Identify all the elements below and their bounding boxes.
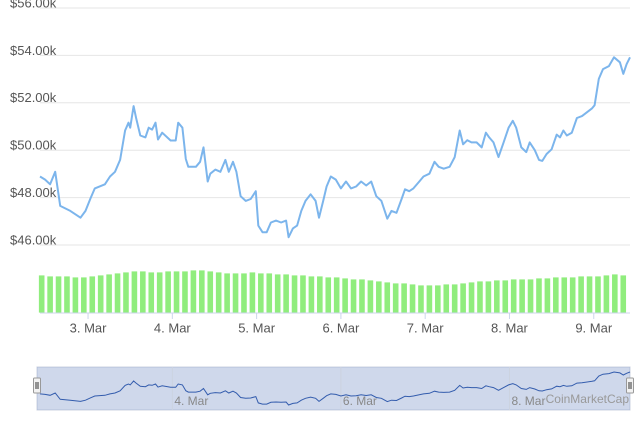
volume-bar	[476, 280, 484, 314]
y-tick-label: $46.00k	[10, 232, 57, 247]
volume-bar	[38, 274, 46, 314]
volume-bar	[543, 277, 552, 314]
volume-bar	[324, 276, 332, 314]
x-tick-label: 3. Mar	[70, 320, 108, 335]
price-line	[39, 56, 631, 239]
volume-bar	[156, 271, 164, 314]
volume-bar	[282, 273, 290, 314]
volume-bar	[602, 274, 611, 314]
volume-bar	[434, 284, 442, 314]
volume-bar	[231, 272, 240, 314]
volume-bar	[139, 270, 147, 314]
volume-bar	[408, 283, 417, 314]
volume-bar	[130, 270, 138, 314]
volume-bar	[299, 274, 307, 314]
volume-bar	[569, 276, 577, 314]
volume-bar	[181, 270, 189, 314]
volume-bar	[113, 272, 122, 314]
volume-bar	[147, 271, 155, 314]
y-tick-label: $50.00k	[10, 138, 57, 153]
volume-bar	[493, 279, 501, 314]
volume-bar	[105, 273, 113, 314]
volume-bar	[535, 277, 543, 314]
x-tick-label: 8. Mar	[491, 320, 529, 335]
volume-bar	[560, 276, 568, 314]
x-tick-label: 5. Mar	[238, 320, 276, 335]
volume-bar	[265, 272, 273, 314]
x-tick-label: 6. Mar	[322, 320, 360, 335]
x-tick-label: 7. Mar	[407, 320, 445, 335]
navigator-handle[interactable]	[33, 377, 41, 394]
navigator-tick-label: 6. Mar	[343, 394, 377, 408]
volume-bar	[358, 278, 366, 314]
volume-bar	[611, 273, 619, 314]
volume-bar	[510, 278, 518, 314]
volume-bar	[518, 278, 526, 314]
volume-bar	[80, 276, 88, 314]
volume-bar	[172, 270, 181, 314]
credit: CoinMarketCap	[546, 392, 630, 406]
volume-bar	[375, 280, 383, 314]
x-tick-label: 9. Mar	[575, 320, 613, 335]
volume-bar	[585, 275, 594, 314]
volume-bar	[383, 281, 391, 314]
volume-bar	[63, 275, 71, 314]
navigator-tick-label: 4. Mar	[174, 394, 208, 408]
navigator-tick-label: 8. Mar	[511, 394, 545, 408]
volume-bar	[164, 270, 172, 314]
volume-bar	[198, 269, 206, 314]
volume-bar	[459, 282, 467, 314]
volume-bar	[594, 275, 602, 314]
volume-bar	[71, 276, 79, 314]
volume-bar	[552, 276, 560, 314]
volume-bar	[54, 275, 63, 314]
volume-bar	[526, 278, 535, 314]
volume-bar	[223, 272, 231, 314]
volume-bar	[189, 269, 197, 314]
volume-bar	[366, 279, 375, 314]
volume-bar	[46, 275, 54, 314]
volume-bar	[88, 275, 96, 314]
y-tick-label: $54.00k	[10, 43, 57, 58]
volume-bar	[290, 274, 299, 314]
volume-bar	[122, 271, 130, 314]
volume-bar	[451, 283, 459, 314]
volume-bar	[341, 277, 349, 314]
volume-bar	[425, 284, 434, 314]
navigator-handle[interactable]	[626, 377, 634, 394]
volume-bar	[248, 271, 256, 314]
volume-bar	[577, 275, 585, 314]
volume-bar	[97, 274, 105, 314]
volume-bar	[240, 272, 248, 314]
volume-bar	[501, 279, 509, 314]
volume-bar	[215, 271, 223, 314]
volume-bar	[400, 282, 408, 314]
volume-bar	[442, 283, 450, 314]
y-tick-label: $48.00k	[10, 185, 57, 200]
volume-bar	[392, 282, 400, 314]
navigator-line	[39, 371, 631, 406]
volume-bar	[274, 273, 282, 314]
y-tick-label: $56.00k	[10, 0, 57, 10]
volume-bar	[484, 280, 493, 314]
volume-bar	[333, 276, 341, 314]
volume-bar	[467, 281, 476, 314]
volume-bar	[619, 274, 627, 314]
volume-bar	[307, 275, 316, 314]
x-tick-label: 4. Mar	[154, 320, 192, 335]
volume-bar	[206, 270, 214, 314]
volume-bar	[316, 275, 324, 314]
volume-bar	[417, 284, 425, 314]
volume-bar	[257, 272, 265, 314]
volume-bar	[349, 278, 358, 314]
y-tick-label: $52.00k	[10, 90, 57, 105]
